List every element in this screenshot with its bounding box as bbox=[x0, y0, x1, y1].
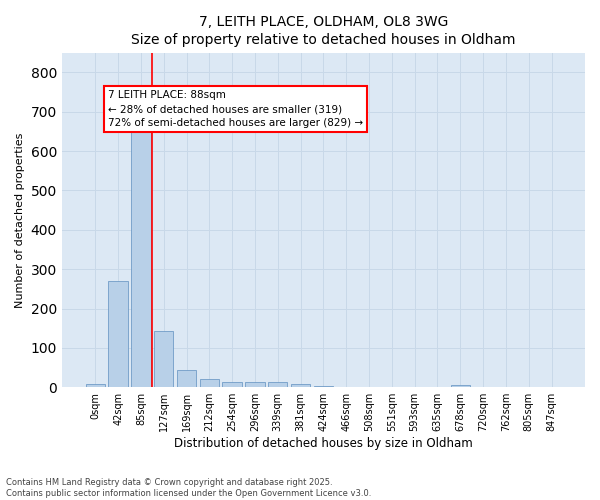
Bar bbox=[200, 380, 219, 387]
Text: Contains HM Land Registry data © Crown copyright and database right 2025.
Contai: Contains HM Land Registry data © Crown c… bbox=[6, 478, 371, 498]
Bar bbox=[131, 132, 151, 387]
Title: 7, LEITH PLACE, OLDHAM, OL8 3WG
Size of property relative to detached houses in : 7, LEITH PLACE, OLDHAM, OL8 3WG Size of … bbox=[131, 15, 515, 48]
Bar bbox=[451, 385, 470, 387]
Bar bbox=[268, 382, 287, 387]
Bar bbox=[314, 386, 333, 387]
Text: 7 LEITH PLACE: 88sqm
← 28% of detached houses are smaller (319)
72% of semi-deta: 7 LEITH PLACE: 88sqm ← 28% of detached h… bbox=[108, 90, 363, 128]
Y-axis label: Number of detached properties: Number of detached properties bbox=[15, 132, 25, 308]
Bar bbox=[223, 382, 242, 387]
X-axis label: Distribution of detached houses by size in Oldham: Distribution of detached houses by size … bbox=[174, 437, 473, 450]
Bar bbox=[291, 384, 310, 387]
Bar bbox=[245, 382, 265, 387]
Bar bbox=[177, 370, 196, 387]
Bar bbox=[109, 281, 128, 387]
Bar bbox=[154, 332, 173, 387]
Bar bbox=[86, 384, 105, 387]
